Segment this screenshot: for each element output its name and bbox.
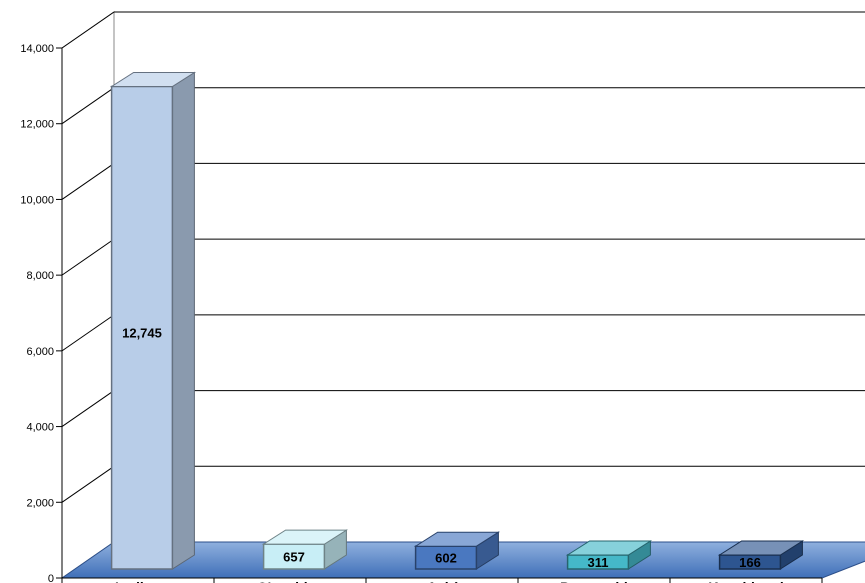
y-tick-label: 12,000 (20, 119, 54, 131)
x-tick-label: Poqomchi (560, 579, 628, 583)
gridline-side (61, 465, 115, 503)
bar-side (171, 71, 195, 570)
x-tick-label: Q'eqchies (257, 579, 324, 583)
back-wall (113, 11, 865, 543)
gridlines (61, 11, 865, 503)
data-label: 166 (739, 555, 761, 570)
x-tick-label: Kaqchiquel (708, 579, 783, 583)
data-label: 657 (283, 550, 305, 565)
bar-series (109, 71, 805, 570)
y-tick-label: 14,000 (20, 43, 54, 55)
bar-top (261, 529, 349, 545)
gridline-side (61, 87, 115, 125)
y-tick-label: 6,000 (26, 346, 54, 358)
bar (565, 540, 653, 570)
y-tick-label: 8,000 (26, 270, 54, 282)
bar-top (717, 540, 805, 556)
chart-walls (61, 11, 865, 579)
x-tick-label: Ladino (115, 579, 161, 583)
gridline-side (61, 238, 115, 276)
gridline-side (61, 390, 115, 427)
bar (717, 540, 805, 570)
y-axis: 0 2,000 4,000 6,000 8,000 10,000 12,000 14,000 (20, 43, 63, 583)
bar (261, 529, 349, 570)
bar-front (110, 85, 174, 570)
x-tick-label: Achí (427, 579, 458, 583)
y-tick-label: 2,000 (26, 497, 54, 509)
bar (413, 531, 501, 570)
bar-front (262, 543, 326, 570)
bar-top (413, 531, 501, 547)
bar-top (109, 72, 197, 88)
data-label: 311 (588, 555, 609, 570)
y-tick-label: 4,000 (26, 422, 54, 434)
gridline-side (61, 11, 115, 49)
x-axis: Ladino Q'eqchies Achí Poqomchi Kaqchiquel (61, 577, 823, 583)
gridline-side (61, 314, 115, 352)
y-tick-label: 10,000 (20, 194, 54, 206)
gridline-side (61, 163, 115, 200)
bar-top (565, 540, 653, 556)
y-tick-label: 0 (48, 573, 54, 583)
data-labels: 12,745 657 602 311 166 (122, 325, 761, 570)
bar (109, 71, 197, 570)
side-wall (61, 11, 115, 579)
data-label: 12,745 (122, 325, 162, 340)
data-label: 602 (435, 551, 457, 566)
